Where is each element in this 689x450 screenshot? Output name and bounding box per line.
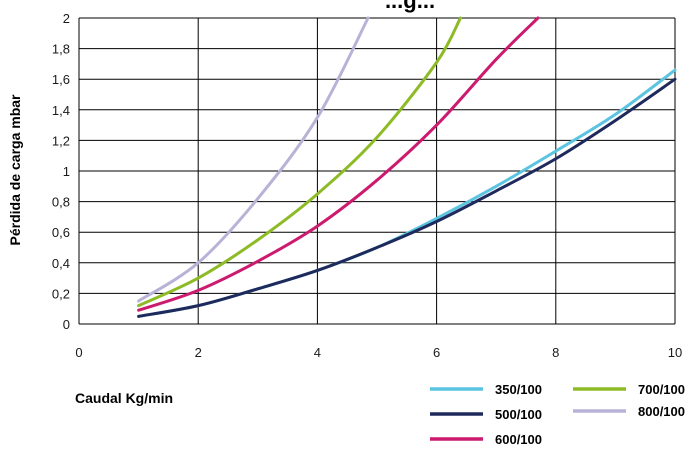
legend-label: 500/100 [495,407,542,422]
y-tick-label: 1,6 [52,72,70,87]
legend-label: 600/100 [495,432,542,447]
x-tick-label: 2 [195,345,202,360]
y-tick-label: 0,2 [52,286,70,301]
series-line-600-100 [137,16,540,312]
y-tick-label: 0,4 [52,256,70,271]
x-tick-label: 10 [668,345,682,360]
y-tick-label: 0,6 [52,225,70,240]
x-tick-label: 8 [552,345,559,360]
series-line-500-100 [137,77,677,318]
legend-label: 800/100 [638,404,685,419]
x-tick-label: 0 [75,345,82,360]
legend: 350/100 500/100 600/100 700/100 800/100 [430,382,685,447]
legend-label: 350/100 [495,382,542,397]
chart-title: ...g... [385,0,435,13]
y-tick-label: 1 [63,164,70,179]
y-axis-title: Pérdida de carga mbar [7,94,23,246]
y-tick-label: 1,8 [52,42,70,57]
x-axis-title: Caudal Kg/min [75,390,173,406]
y-tick-label: 1,4 [52,103,70,118]
y-tick-label: 1,2 [52,133,70,148]
grid [78,17,676,325]
y-tick-label: 0,8 [52,195,70,210]
y-tick-labels: 0 0,2 0,4 0,6 0,8 1 1,2 1,4 1,6 1,8 2 [52,11,70,332]
series-lines [137,16,677,318]
x-tick-label: 6 [433,345,440,360]
x-tick-label: 4 [314,345,321,360]
legend-label: 700/100 [638,382,685,397]
series-line-800-100 [137,16,370,303]
y-tick-label: 2 [63,11,70,26]
y-tick-label: 0 [63,317,70,332]
series-line-700-100 [137,16,462,308]
x-tick-labels: 0 2 4 6 8 10 [75,345,682,360]
